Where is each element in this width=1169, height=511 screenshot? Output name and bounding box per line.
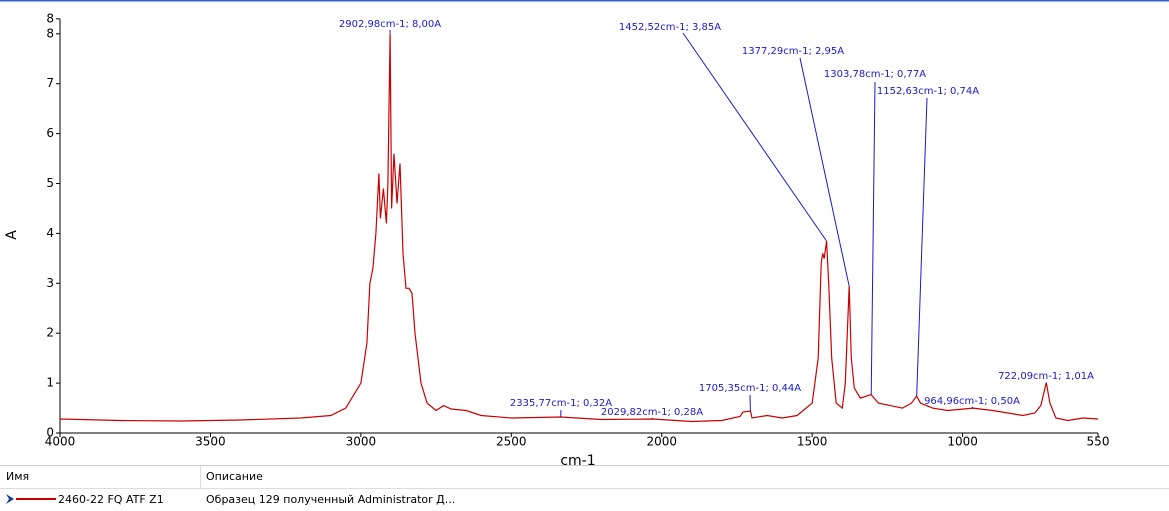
x-tick-label: 3000 <box>346 435 377 449</box>
x-tick-label: 2000 <box>646 435 677 449</box>
annotation-label: 2335,77cm-1; 0,32A <box>510 398 612 409</box>
legend-table: Имя Описание 2460-22 FQ ATF Z1 Образец 1… <box>0 465 1169 510</box>
y-tick-label: 8 <box>46 26 54 40</box>
annotation-label: 1705,35cm-1; 0,44A <box>699 383 801 394</box>
y-tick-label: 2 <box>46 326 54 340</box>
x-tick-label: 550 <box>1087 435 1110 449</box>
annotation-label: 1303,78cm-1; 0,77A <box>824 69 926 80</box>
x-tick-label: 4000 <box>45 435 76 449</box>
table-header: Имя Описание <box>0 466 1169 489</box>
y-tick-label: 6 <box>46 126 54 140</box>
x-axis-title: cm-1 <box>560 453 595 465</box>
annotation-label: 1452,52cm-1; 3,85A <box>619 22 721 33</box>
y-axis-title: A <box>4 230 20 240</box>
header-name: Имя <box>6 466 29 488</box>
y-tick-label: 3 <box>46 276 54 290</box>
annotation-leader <box>917 98 927 396</box>
annotation-leader <box>683 33 826 241</box>
x-tick-label: 1000 <box>947 435 978 449</box>
header-description: Описание <box>206 466 263 488</box>
series-name: 2460-22 FQ ATF Z1 <box>58 489 164 511</box>
row-arrow <box>6 494 14 504</box>
series-icon <box>4 489 59 511</box>
x-tick-label: 3500 <box>195 435 226 449</box>
annotation-label: 722,09cm-1; 1,01A <box>998 371 1094 382</box>
x-tick-label: 2500 <box>496 435 527 449</box>
y-tick-label: 1 <box>46 376 54 390</box>
annotation-leader <box>652 418 653 419</box>
row-description: Образец 129 полученный Administrator Д..… <box>206 489 455 511</box>
annotation-label: 2029,82cm-1; 0,28A <box>601 407 703 418</box>
annotation-label: 1152,63cm-1; 0,74A <box>877 86 979 97</box>
annotation-label: 964,96cm-1; 0,50A <box>924 396 1020 407</box>
annotation-leader <box>871 82 875 395</box>
annotation-label: 1377,29cm-1; 2,95A <box>742 46 844 57</box>
y-tick-label: 7 <box>46 76 54 90</box>
y-tick-label: 8 <box>46 11 54 25</box>
divider <box>200 466 201 488</box>
table-row[interactable]: 2460-22 FQ ATF Z1 Образец 129 полученный… <box>0 489 1169 511</box>
y-tick-label: 5 <box>46 176 54 190</box>
y-tick-label: 4 <box>46 226 54 240</box>
x-tick-label: 1500 <box>797 435 828 449</box>
annotation-label: 2902,98cm-1; 8,00A <box>339 19 441 30</box>
